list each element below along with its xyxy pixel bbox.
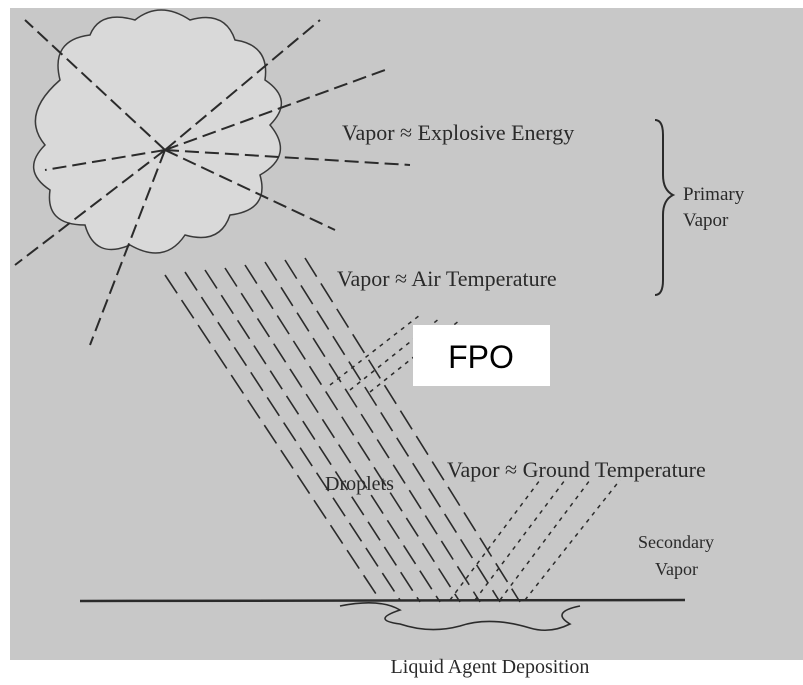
- explosive-label: Vapor ≈ Explosive Energy: [342, 120, 574, 145]
- ground-line: [80, 600, 685, 601]
- primary-label: Primary: [683, 184, 745, 205]
- fpo-label: FPO: [448, 339, 514, 375]
- deposition-label: Liquid Agent Deposition: [391, 656, 590, 678]
- primary-label: Vapor: [683, 210, 729, 231]
- secondary-label: Vapor: [655, 559, 698, 579]
- page: Vapor ≈ Explosive Energy Primary Vapor V…: [0, 0, 803, 685]
- air-label: Vapor ≈ Air Temperature: [337, 266, 557, 291]
- secondary-label: Secondary: [638, 532, 714, 552]
- diagram: Vapor ≈ Explosive Energy Primary Vapor V…: [0, 0, 803, 685]
- ground-label: Vapor ≈ Ground Temperature: [447, 457, 706, 482]
- droplets-label: Droplets: [325, 473, 394, 495]
